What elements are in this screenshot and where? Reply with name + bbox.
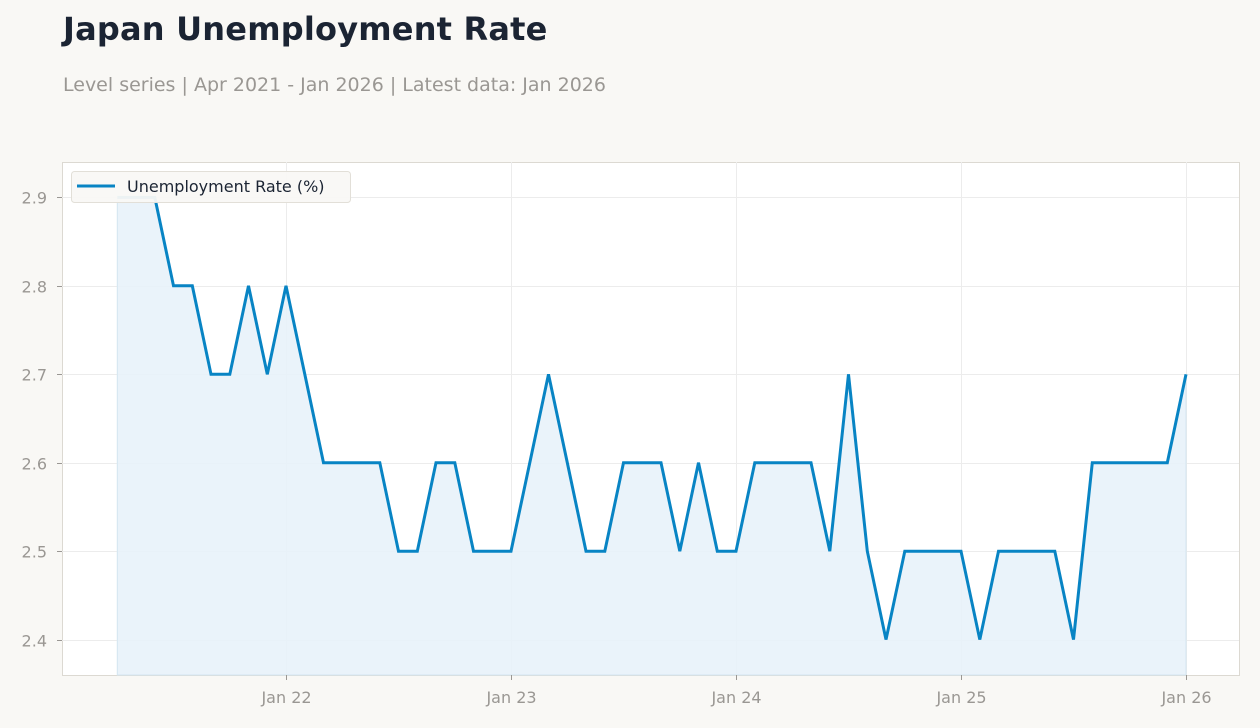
legend-box (71, 171, 351, 203)
x-tick-label: Jan 23 (485, 688, 536, 707)
legend: Unemployment Rate (%) (71, 171, 351, 203)
chart-subtitle: Level series | Apr 2021 - Jan 2026 | Lat… (63, 74, 606, 96)
y-tick-label: 2.4 (22, 632, 47, 651)
x-tick-label: Jan 24 (710, 688, 761, 707)
y-tick-label: 2.8 (22, 278, 47, 297)
series-line (117, 195, 1188, 640)
y-tick-label: 2.6 (22, 455, 47, 474)
chart-title: Japan Unemployment Rate (63, 10, 548, 48)
y-tick-label: 2.5 (22, 543, 47, 562)
x-tick-label: Jan 22 (260, 688, 311, 707)
y-axis: 2.4 2.5 2.6 2.7 2.8 2.9 (22, 189, 62, 651)
legend-label: Unemployment Rate (%) (127, 177, 325, 196)
y-tick-label: 2.7 (22, 366, 47, 385)
x-axis: Jan 22 Jan 23 Jan 24 Jan 25 Jan 26 (260, 675, 1212, 707)
x-tick-label: Jan 26 (1160, 688, 1211, 707)
y-tick-label: 2.9 (22, 189, 47, 208)
x-tick-label: Jan 25 (935, 688, 986, 707)
